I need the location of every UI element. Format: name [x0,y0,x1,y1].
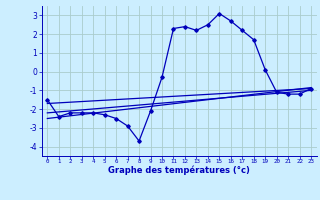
X-axis label: Graphe des températures (°c): Graphe des températures (°c) [108,166,250,175]
